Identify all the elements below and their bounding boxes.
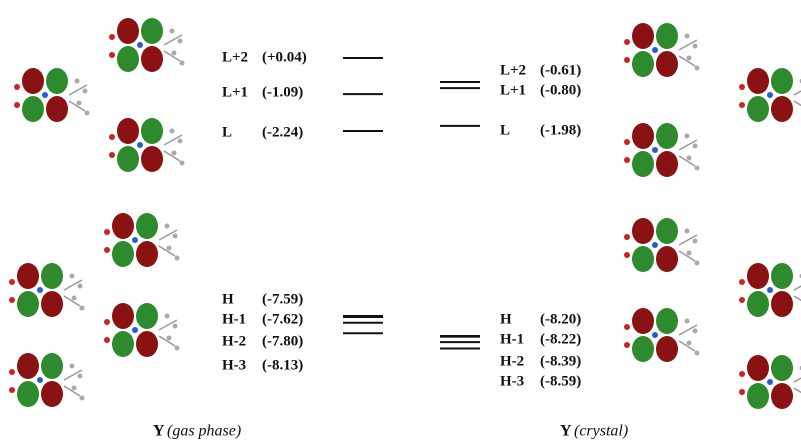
orbital-label: H-1: [222, 311, 246, 327]
orbital-energy: (-1.09): [262, 84, 303, 100]
orbital-energy: (-0.61): [540, 62, 581, 78]
orbital-energy: (-1.98): [540, 122, 581, 138]
orbital-label: H-1: [500, 331, 524, 347]
caption-phase: (gas phase): [167, 423, 241, 440]
orbital-label: H: [500, 311, 512, 327]
caption-symbol: Y: [153, 423, 165, 440]
orbital-label: H-3: [222, 357, 246, 373]
orbital-energy: (+0.04): [262, 49, 307, 65]
orbital-images: [9, 18, 801, 409]
orbital-energy: (-2.24): [262, 124, 303, 140]
caption-phase: (crystal): [574, 423, 628, 440]
orbital-label: L+2: [500, 62, 526, 78]
orbital-energy: (-8.13): [262, 357, 303, 373]
orbital-energy: (-7.59): [262, 291, 303, 307]
caption-symbol: Y: [560, 423, 572, 440]
orbital-energy: (-8.59): [540, 373, 581, 389]
orbital-energy: (-8.22): [540, 331, 581, 347]
orbital-label: H-3: [500, 373, 524, 389]
orbital-label: L: [222, 124, 232, 140]
orbital-label: L+1: [222, 84, 248, 100]
orbital-energy: (-7.62): [262, 311, 303, 327]
orbital-label: H: [222, 291, 234, 307]
orbital-energy: (-0.80): [540, 82, 581, 98]
orbital-label: L+1: [500, 82, 526, 98]
orbital-label: H-2: [222, 333, 246, 349]
orbital-energy: (-8.39): [540, 353, 581, 369]
orbital-label: L: [500, 122, 510, 138]
orbital-energy: (-7.80): [262, 333, 303, 349]
diagram: L+2 (+0.04) L+1 (-1.09) L (-2.24) H (-7.59) H-1 (…: [0, 0, 801, 442]
orbital-label: H-2: [500, 353, 524, 369]
orbital-label: L+2: [222, 49, 248, 65]
orbital-energy: (-8.20): [540, 311, 581, 327]
